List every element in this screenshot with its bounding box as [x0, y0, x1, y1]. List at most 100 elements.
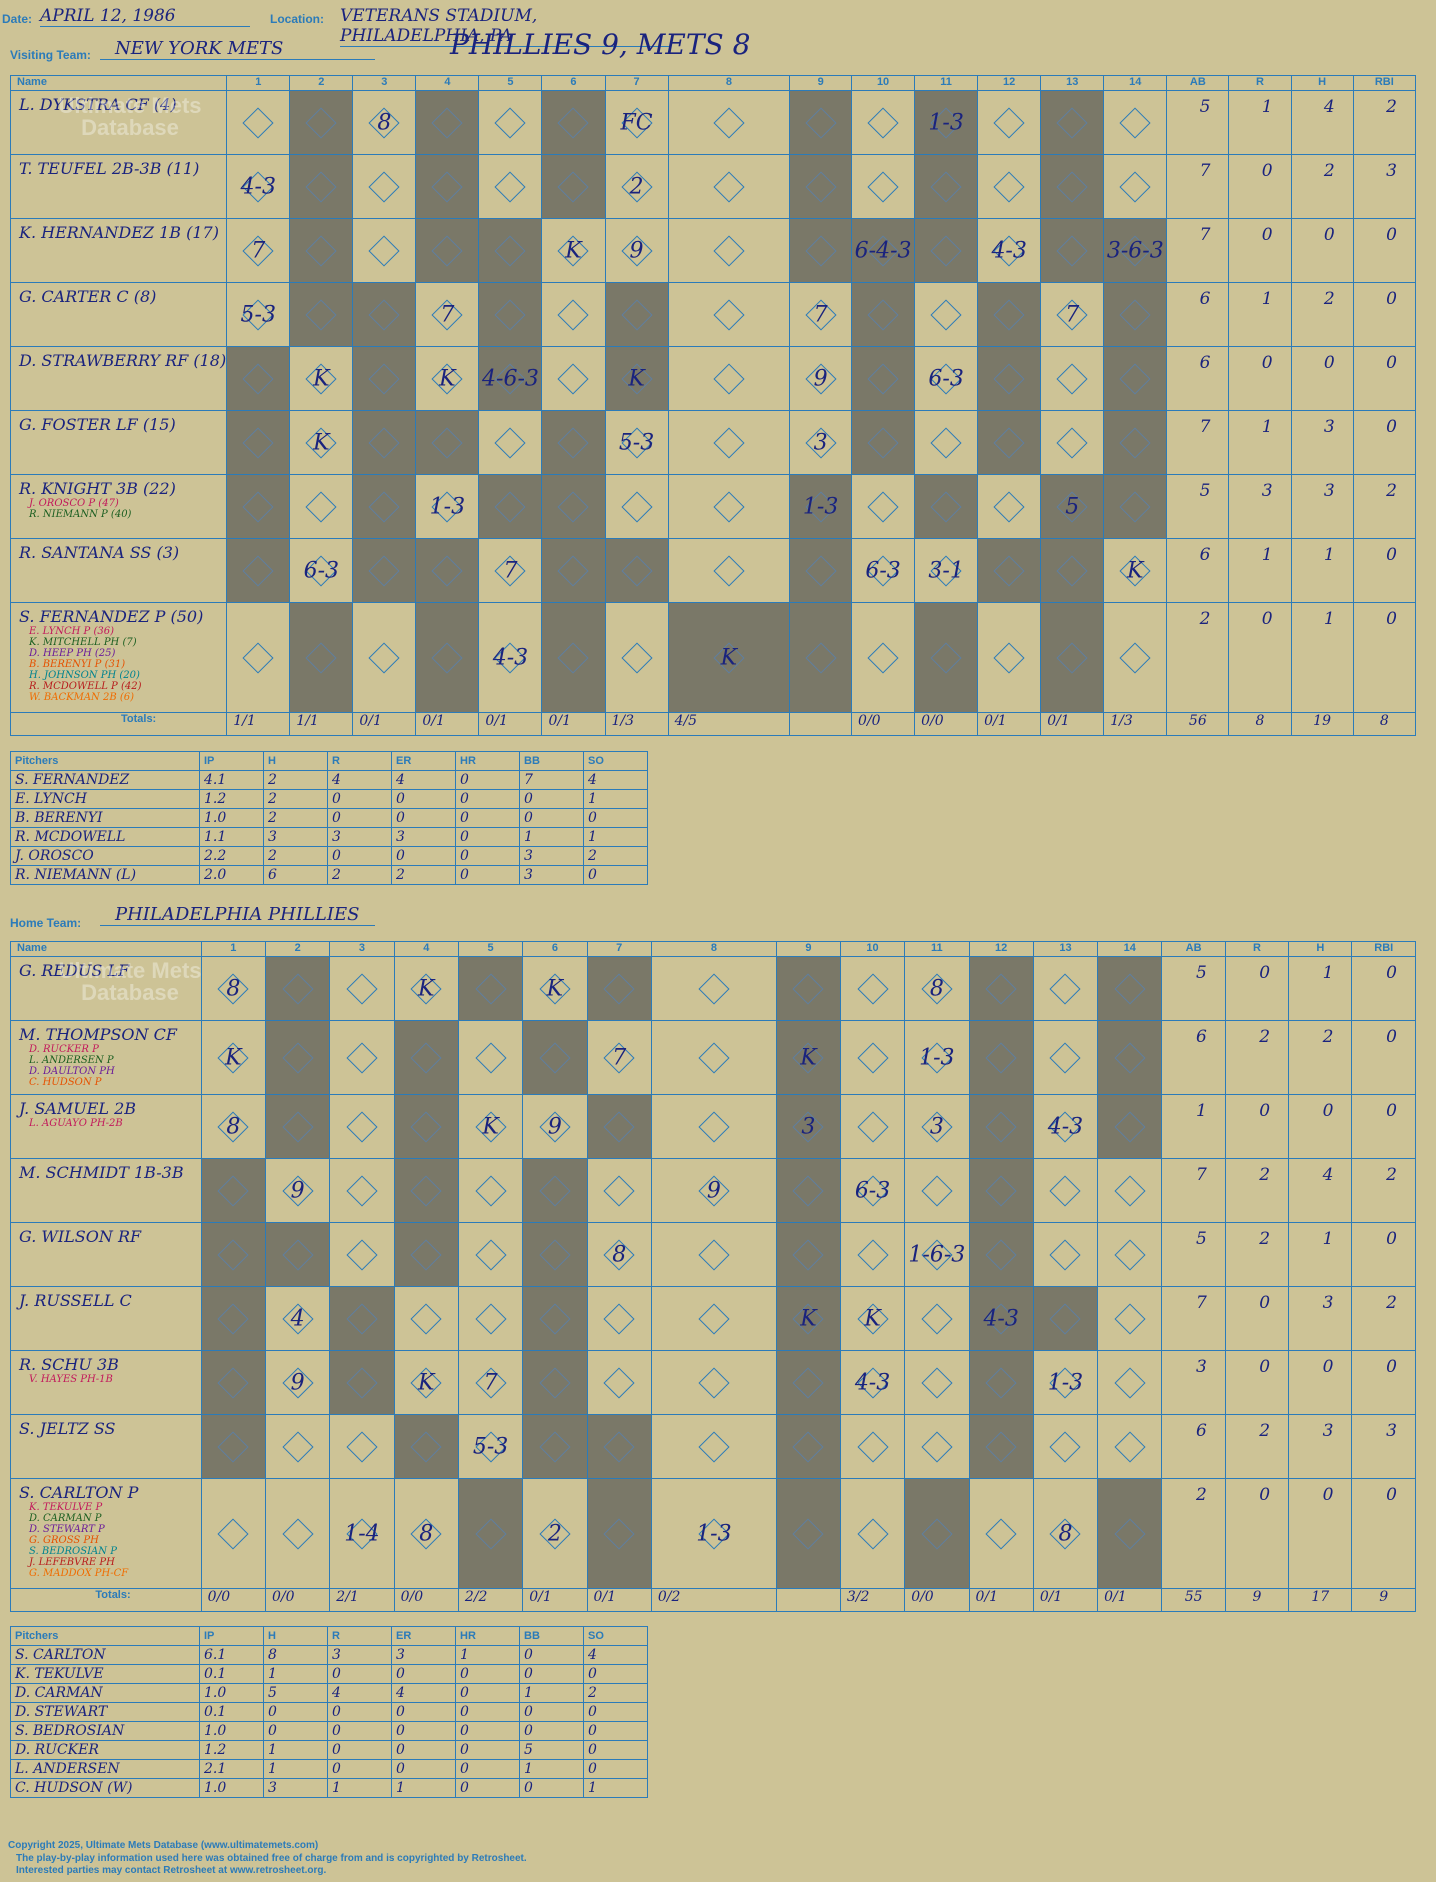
at-bat-cell [914, 602, 979, 713]
batter-name: R. SANTANA SS (3) [19, 543, 180, 562]
at-bat-cell: 6-4-3 [851, 218, 916, 283]
at-bat-cell [789, 90, 853, 155]
at-bat-cell [775, 956, 841, 1021]
pitcher-col-header: H [263, 751, 328, 771]
pitcher-stat: 3 [263, 1778, 328, 1798]
batter-r: 0 [1259, 1485, 1271, 1505]
batter-ab: 3 [1195, 1357, 1207, 1377]
total-h-value: 17 [1311, 1589, 1330, 1605]
stat-cell: 0 [1351, 1478, 1416, 1589]
pitcher-stat: 0 [455, 1664, 520, 1684]
base-diamond-icon [993, 641, 1025, 674]
pitcher-name: S. FERNANDEZ [10, 770, 200, 790]
at-bat-cell [352, 538, 417, 603]
at-bat-cell [667, 282, 791, 347]
inning-total-cell: 0/1 [1040, 712, 1105, 736]
pitcher-col-header: SO [583, 751, 648, 771]
pitcher-stat: 2 [391, 865, 456, 885]
pitcher-stat: 1.0 [199, 1721, 264, 1741]
at-bat-cell [914, 410, 979, 475]
at-bat-cell: 4-3 [226, 154, 291, 219]
play-result: 6-3 [854, 1178, 891, 1203]
visitor-pitchers-table: Pitchers IP H R ER HR BB SO S. FERNANDEZ 4.1 2 4 4 0… [10, 751, 648, 885]
pitcher-stat: 0 [327, 1740, 392, 1760]
at-bat-cell [977, 538, 1042, 603]
batter-rbi: 0 [1386, 225, 1397, 245]
stat-cell: 0 [1228, 218, 1292, 283]
base-diamond-icon [921, 1517, 953, 1550]
batter-h: 2 [1322, 1027, 1334, 1047]
pitcher-stat: 1 [583, 1778, 648, 1798]
pitcher-name: B. BERENYI [10, 808, 200, 828]
batter-h: 4 [1323, 97, 1335, 117]
pitcher-stat: 0 [455, 1759, 520, 1779]
base-diamond-icon [993, 106, 1025, 139]
at-bat-cell [1097, 1222, 1163, 1287]
at-bat-cell: 7 [415, 282, 480, 347]
pitcher-col-header: SO [583, 1626, 648, 1646]
pitcher-stat: 1 [519, 827, 584, 847]
inning-total-cell: 2/1 [329, 1588, 395, 1612]
substitute-name: L. AGUAYO PH-2B [29, 1118, 123, 1129]
pitcher-stat: 1.0 [199, 808, 264, 828]
batter-r: 0 [1261, 353, 1273, 373]
at-bat-cell [968, 1020, 1034, 1095]
pitcher-stat: 2.1 [199, 1759, 264, 1779]
play-result: 5-3 [240, 302, 276, 327]
at-bat-cell: 8 [393, 1478, 459, 1589]
batter-r: 0 [1259, 1357, 1271, 1377]
batter-ab: 1 [1195, 1101, 1207, 1121]
inning-runs-hits: 4/5 [674, 713, 698, 729]
retrosheet-contact: Interested parties may contact Retroshee… [16, 1865, 327, 1876]
play-result: 4-3 [854, 1370, 891, 1395]
batter-h: 3 [1323, 481, 1335, 501]
batter-name-cell: G. CARTER C (8) [9, 282, 228, 347]
at-bat-cell [977, 474, 1042, 539]
at-bat-cell [522, 1222, 588, 1287]
inning-total-cell: 1/1 [289, 712, 354, 736]
play-result: 8 [1058, 1521, 1073, 1546]
at-bat-cell: 4 [264, 1286, 331, 1351]
at-bat-cell [650, 1222, 777, 1287]
at-bat-cell [541, 282, 606, 347]
substitute-name: H. JOHNSON PH (20) [29, 670, 140, 681]
stat-cell: 0 [1351, 1094, 1416, 1159]
play-result: 2 [629, 174, 644, 199]
base-diamond-icon [792, 1174, 824, 1207]
inning-runs-hits: 0/1 [529, 1589, 552, 1605]
stat-cell: 0 [1288, 1478, 1353, 1589]
pitcher-col-header: HR [455, 751, 520, 771]
at-bat-cell [839, 956, 906, 1021]
pitcher-stat: 0 [519, 1702, 584, 1722]
at-bat-cell: 9 [264, 1350, 331, 1415]
stat-cell: 6 [1161, 1414, 1226, 1479]
pitcher-stat: 3 [327, 827, 392, 847]
at-bat-cell [839, 1222, 906, 1287]
pitcher-row: D. CARMAN 1.0 5 4 4 0 1 2 [10, 1683, 648, 1703]
base-diamond-icon [993, 362, 1025, 395]
base-diamond-icon [431, 641, 463, 674]
batter-ab: 7 [1195, 1293, 1207, 1313]
pitcher-row: S. BEDROSIAN 1.0 0 0 0 0 0 0 [10, 1721, 648, 1741]
batter-r: 2 [1259, 1229, 1271, 1249]
at-bat-cell [1040, 154, 1105, 219]
substitute-name: J. OROSCO P (47) [29, 498, 119, 509]
at-bat-cell: 1-3 [914, 90, 979, 155]
pitcher-col-header: BB [519, 751, 584, 771]
at-bat-cell [775, 1414, 841, 1479]
play-result: K [418, 976, 435, 1001]
base-diamond-icon [698, 1110, 730, 1143]
pitcher-stat: 0 [455, 865, 520, 885]
at-bat-cell: K [289, 346, 354, 411]
pitcher-stat: 0 [519, 1721, 584, 1741]
batter-rbi: 0 [1386, 417, 1397, 437]
batter-row: S. JELTZ SS 5-3 6 2 3 3 [10, 1414, 1416, 1479]
pitcher-stat: 4 [327, 770, 392, 790]
at-bat-cell [415, 538, 480, 603]
play-result: 2 [547, 1521, 562, 1546]
inning-header: 14 [1103, 75, 1168, 91]
game-location: VETERANS STADIUM, PHILADELPHIA, PA [340, 6, 670, 47]
pitcher-stat: 0 [583, 1664, 648, 1684]
stat-cell: 2 [1161, 1478, 1226, 1589]
play-result: K [720, 645, 738, 670]
